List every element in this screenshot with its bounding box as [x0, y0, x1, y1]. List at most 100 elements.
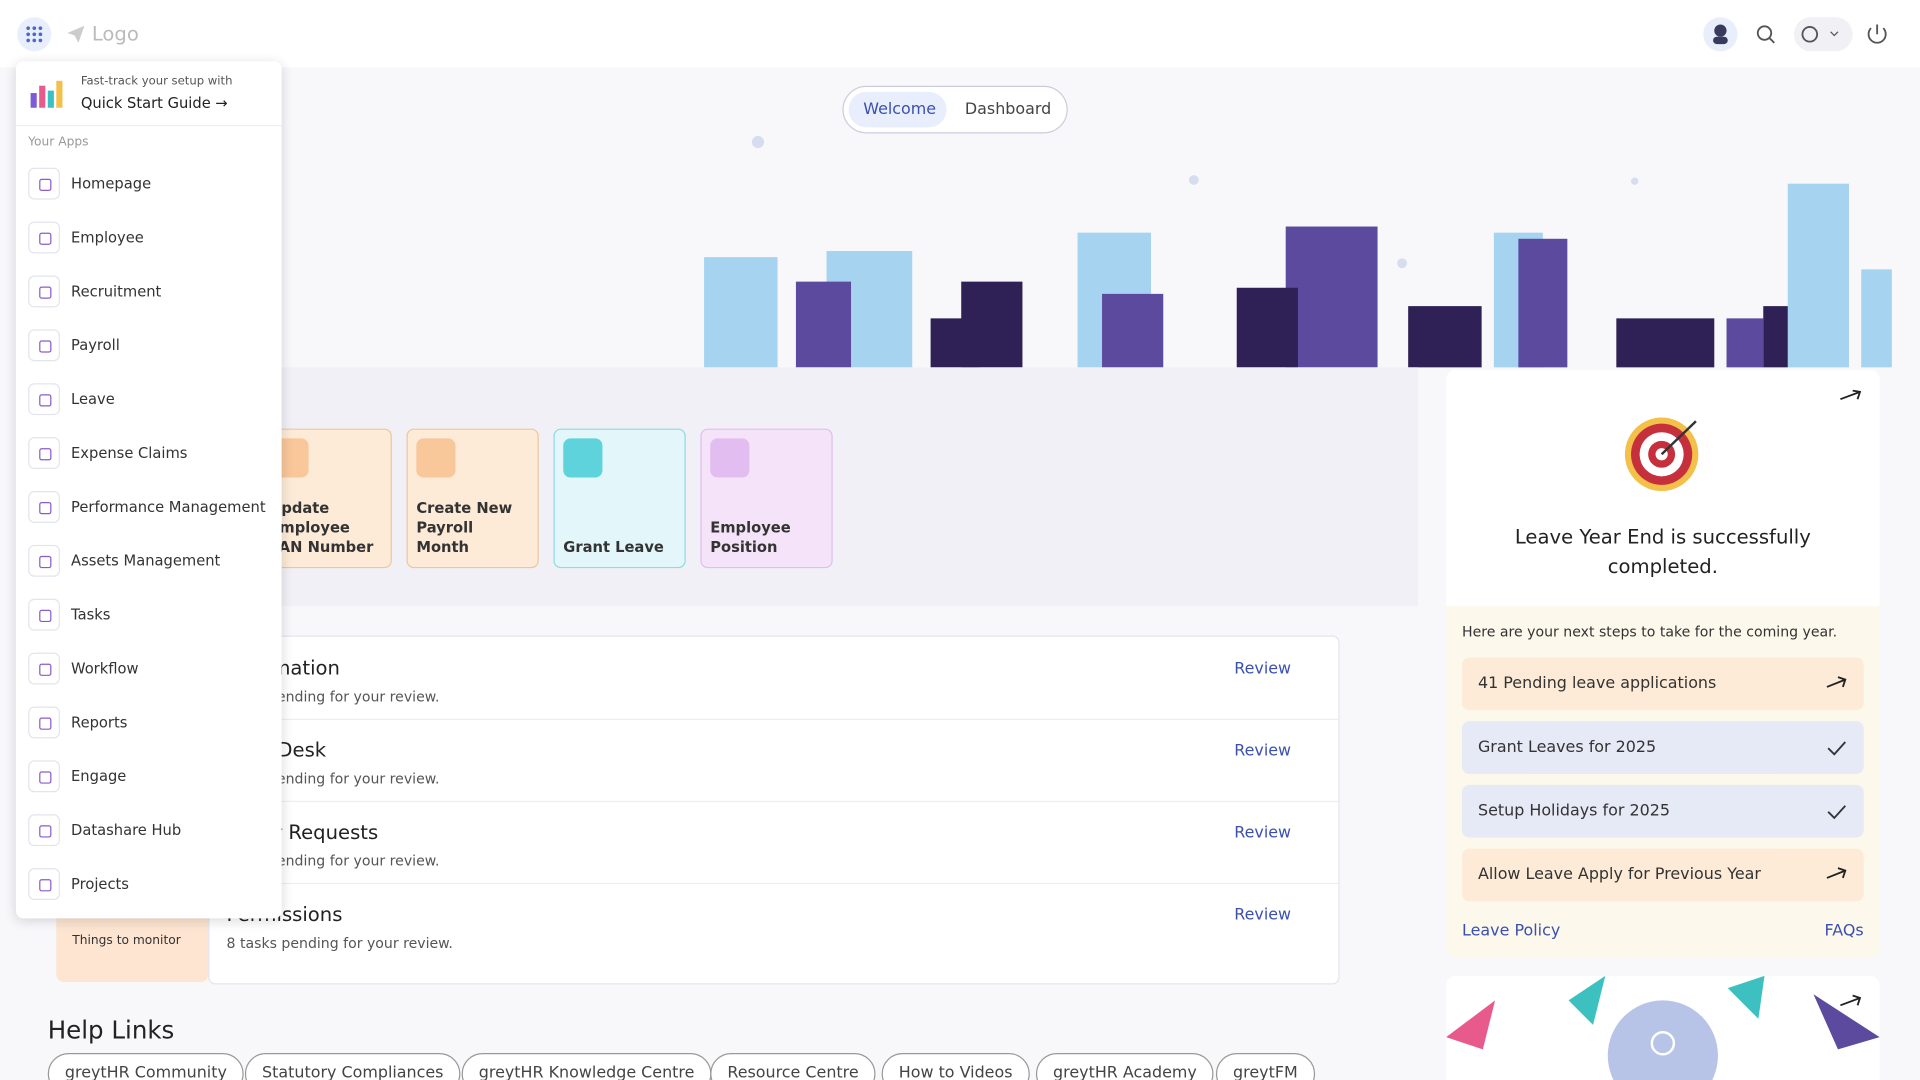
section-label: Your Apps	[28, 135, 89, 150]
step-label: 41 Pending leave applications	[1477, 674, 1717, 694]
menu-item[interactable]: Payroll	[28, 327, 120, 364]
help-link[interactable]: greytHR Academy	[1035, 1053, 1215, 1080]
menu-item[interactable]: Projects	[28, 866, 129, 903]
promo-link[interactable]: Quick Start Guide →	[80, 94, 228, 112]
next-step[interactable]: Allow Leave Apply for Previous Year	[1462, 848, 1864, 902]
menu-icon	[28, 598, 61, 631]
tile-label: Update Employee PAN Number	[269, 499, 374, 556]
next-step[interactable]: Grant Leaves for 2025	[1462, 721, 1864, 774]
skyline	[704, 135, 1892, 368]
header: Logo	[0, 0, 1920, 68]
menu-item[interactable]: Workflow	[28, 650, 139, 687]
tab[interactable]: Welcome	[863, 100, 937, 119]
celebration-illustration	[1446, 975, 1880, 1080]
tile-icon	[710, 438, 750, 478]
menu-item[interactable]: Performance Management	[28, 489, 266, 526]
menu-item[interactable]: Datashare Hub	[28, 812, 181, 849]
task-row: Information tasks pending for your review…	[209, 637, 1339, 721]
apps-menu: Fast-track your setup with Quick Start G…	[15, 61, 282, 919]
menu-label: Recruitment	[71, 282, 162, 301]
menu-label: Leave	[71, 390, 115, 408]
menu-label: Homepage	[71, 175, 152, 193]
next-step[interactable]: 41 Pending leave applications	[1462, 657, 1864, 711]
apps-button[interactable]	[17, 17, 52, 52]
help-link[interactable]: How to Videos	[881, 1053, 1030, 1080]
help-link[interactable]: Resource Centre	[710, 1053, 876, 1080]
celebration-panel	[1446, 975, 1880, 1080]
menu-label: Payroll	[71, 336, 120, 354]
action-tile[interactable]: Create New Payroll Month	[406, 428, 539, 569]
tile-icon	[563, 438, 603, 478]
menu-label: Projects	[71, 875, 129, 893]
menu-icon	[28, 491, 61, 523]
menu-item[interactable]: Tasks	[28, 596, 110, 633]
menu-icon	[28, 760, 61, 793]
menu-item[interactable]: Engage	[28, 758, 126, 795]
step-label: Grant Leaves for 2025	[1477, 738, 1657, 757]
task-row: Other Requests tasks pending for your rev…	[209, 801, 1339, 885]
help-link[interactable]: greytHR Knowledge Centre	[461, 1053, 712, 1080]
menu-icon	[28, 383, 61, 416]
menu-icon	[28, 221, 61, 254]
menu-label: Reports	[71, 713, 128, 732]
help-link[interactable]: Statutory Compliances	[244, 1053, 461, 1080]
open-arrow[interactable]	[1838, 387, 1865, 407]
tile-label: Employee Position	[710, 519, 791, 556]
review-link[interactable]: Review	[1234, 824, 1292, 843]
header-icons	[1703, 17, 1887, 52]
help-title: Help Links	[47, 1015, 175, 1045]
action-tile[interactable]: Grant Leave	[553, 428, 686, 569]
policy-link[interactable]: Leave Policy	[1462, 922, 1561, 941]
menu-label: Assets Management	[71, 552, 221, 570]
leave-title: Leave Year End is successfully completed…	[1514, 525, 1811, 578]
review-link[interactable]: Review	[1234, 906, 1292, 925]
menu-label: Datashare Hub	[71, 821, 182, 839]
step-label: Setup Holidays for 2025	[1477, 802, 1671, 821]
logo: Logo	[91, 22, 139, 46]
arrow-icon	[1826, 867, 1847, 879]
help-link[interactable]: greytFM	[1215, 1053, 1315, 1080]
step-label: Allow Leave Apply for Previous Year	[1477, 865, 1761, 885]
task-card: Information tasks pending for your review…	[208, 635, 1340, 985]
leave-panel: Leave Year End is successfully completed…	[1446, 369, 1880, 958]
action-tile[interactable]: Employee Position	[700, 428, 833, 569]
menu-icon	[28, 868, 61, 901]
tab-bar: Welcome Dashboard	[842, 85, 1068, 134]
menu-item[interactable]: Homepage	[28, 165, 151, 202]
menu-item[interactable]: Employee	[28, 219, 144, 256]
check-icon	[1827, 741, 1846, 756]
menu-icon	[28, 329, 61, 362]
menu-icon	[28, 544, 61, 577]
menu-icon	[28, 652, 61, 685]
monitor-label: Things to monitor	[72, 934, 181, 948]
help-link[interactable]: greytHR Community	[47, 1053, 245, 1080]
task-subtitle: 8 tasks pending for your review.	[226, 934, 453, 952]
tile-label: Create New Payroll Month	[416, 499, 513, 556]
menu-item[interactable]: Expense Claims	[28, 435, 187, 472]
menu-item[interactable]: Recruitment	[28, 273, 161, 310]
menu-label: Expense Claims	[71, 444, 188, 462]
review-link[interactable]: Review	[1234, 742, 1292, 761]
check-icon	[1827, 805, 1846, 820]
tab[interactable]: Dashboard	[964, 100, 1052, 119]
logo-icon	[67, 25, 85, 43]
task-row: Permissions 8 tasks pending for your revi…	[209, 883, 1338, 965]
menu-label: Performance Management	[71, 498, 266, 516]
menu-icon	[28, 275, 61, 308]
review-link[interactable]: Review	[1234, 660, 1292, 679]
faq-link[interactable]: FAQs	[1824, 922, 1864, 941]
menu-icon	[28, 167, 61, 200]
tile-label: Grant Leave	[563, 538, 664, 556]
next-step[interactable]: Setup Holidays for 2025	[1462, 784, 1864, 838]
menu-item[interactable]: Reports	[28, 704, 127, 741]
menu-item[interactable]: Leave	[28, 381, 115, 418]
menu-item[interactable]: Assets Management	[28, 542, 220, 579]
steps-intro: Here are your next steps to take for the…	[1462, 623, 1838, 641]
menu-icon	[28, 814, 61, 847]
promo-icon	[30, 80, 63, 108]
menu-label: Tasks	[71, 606, 111, 624]
menu-label: Workflow	[71, 660, 139, 678]
